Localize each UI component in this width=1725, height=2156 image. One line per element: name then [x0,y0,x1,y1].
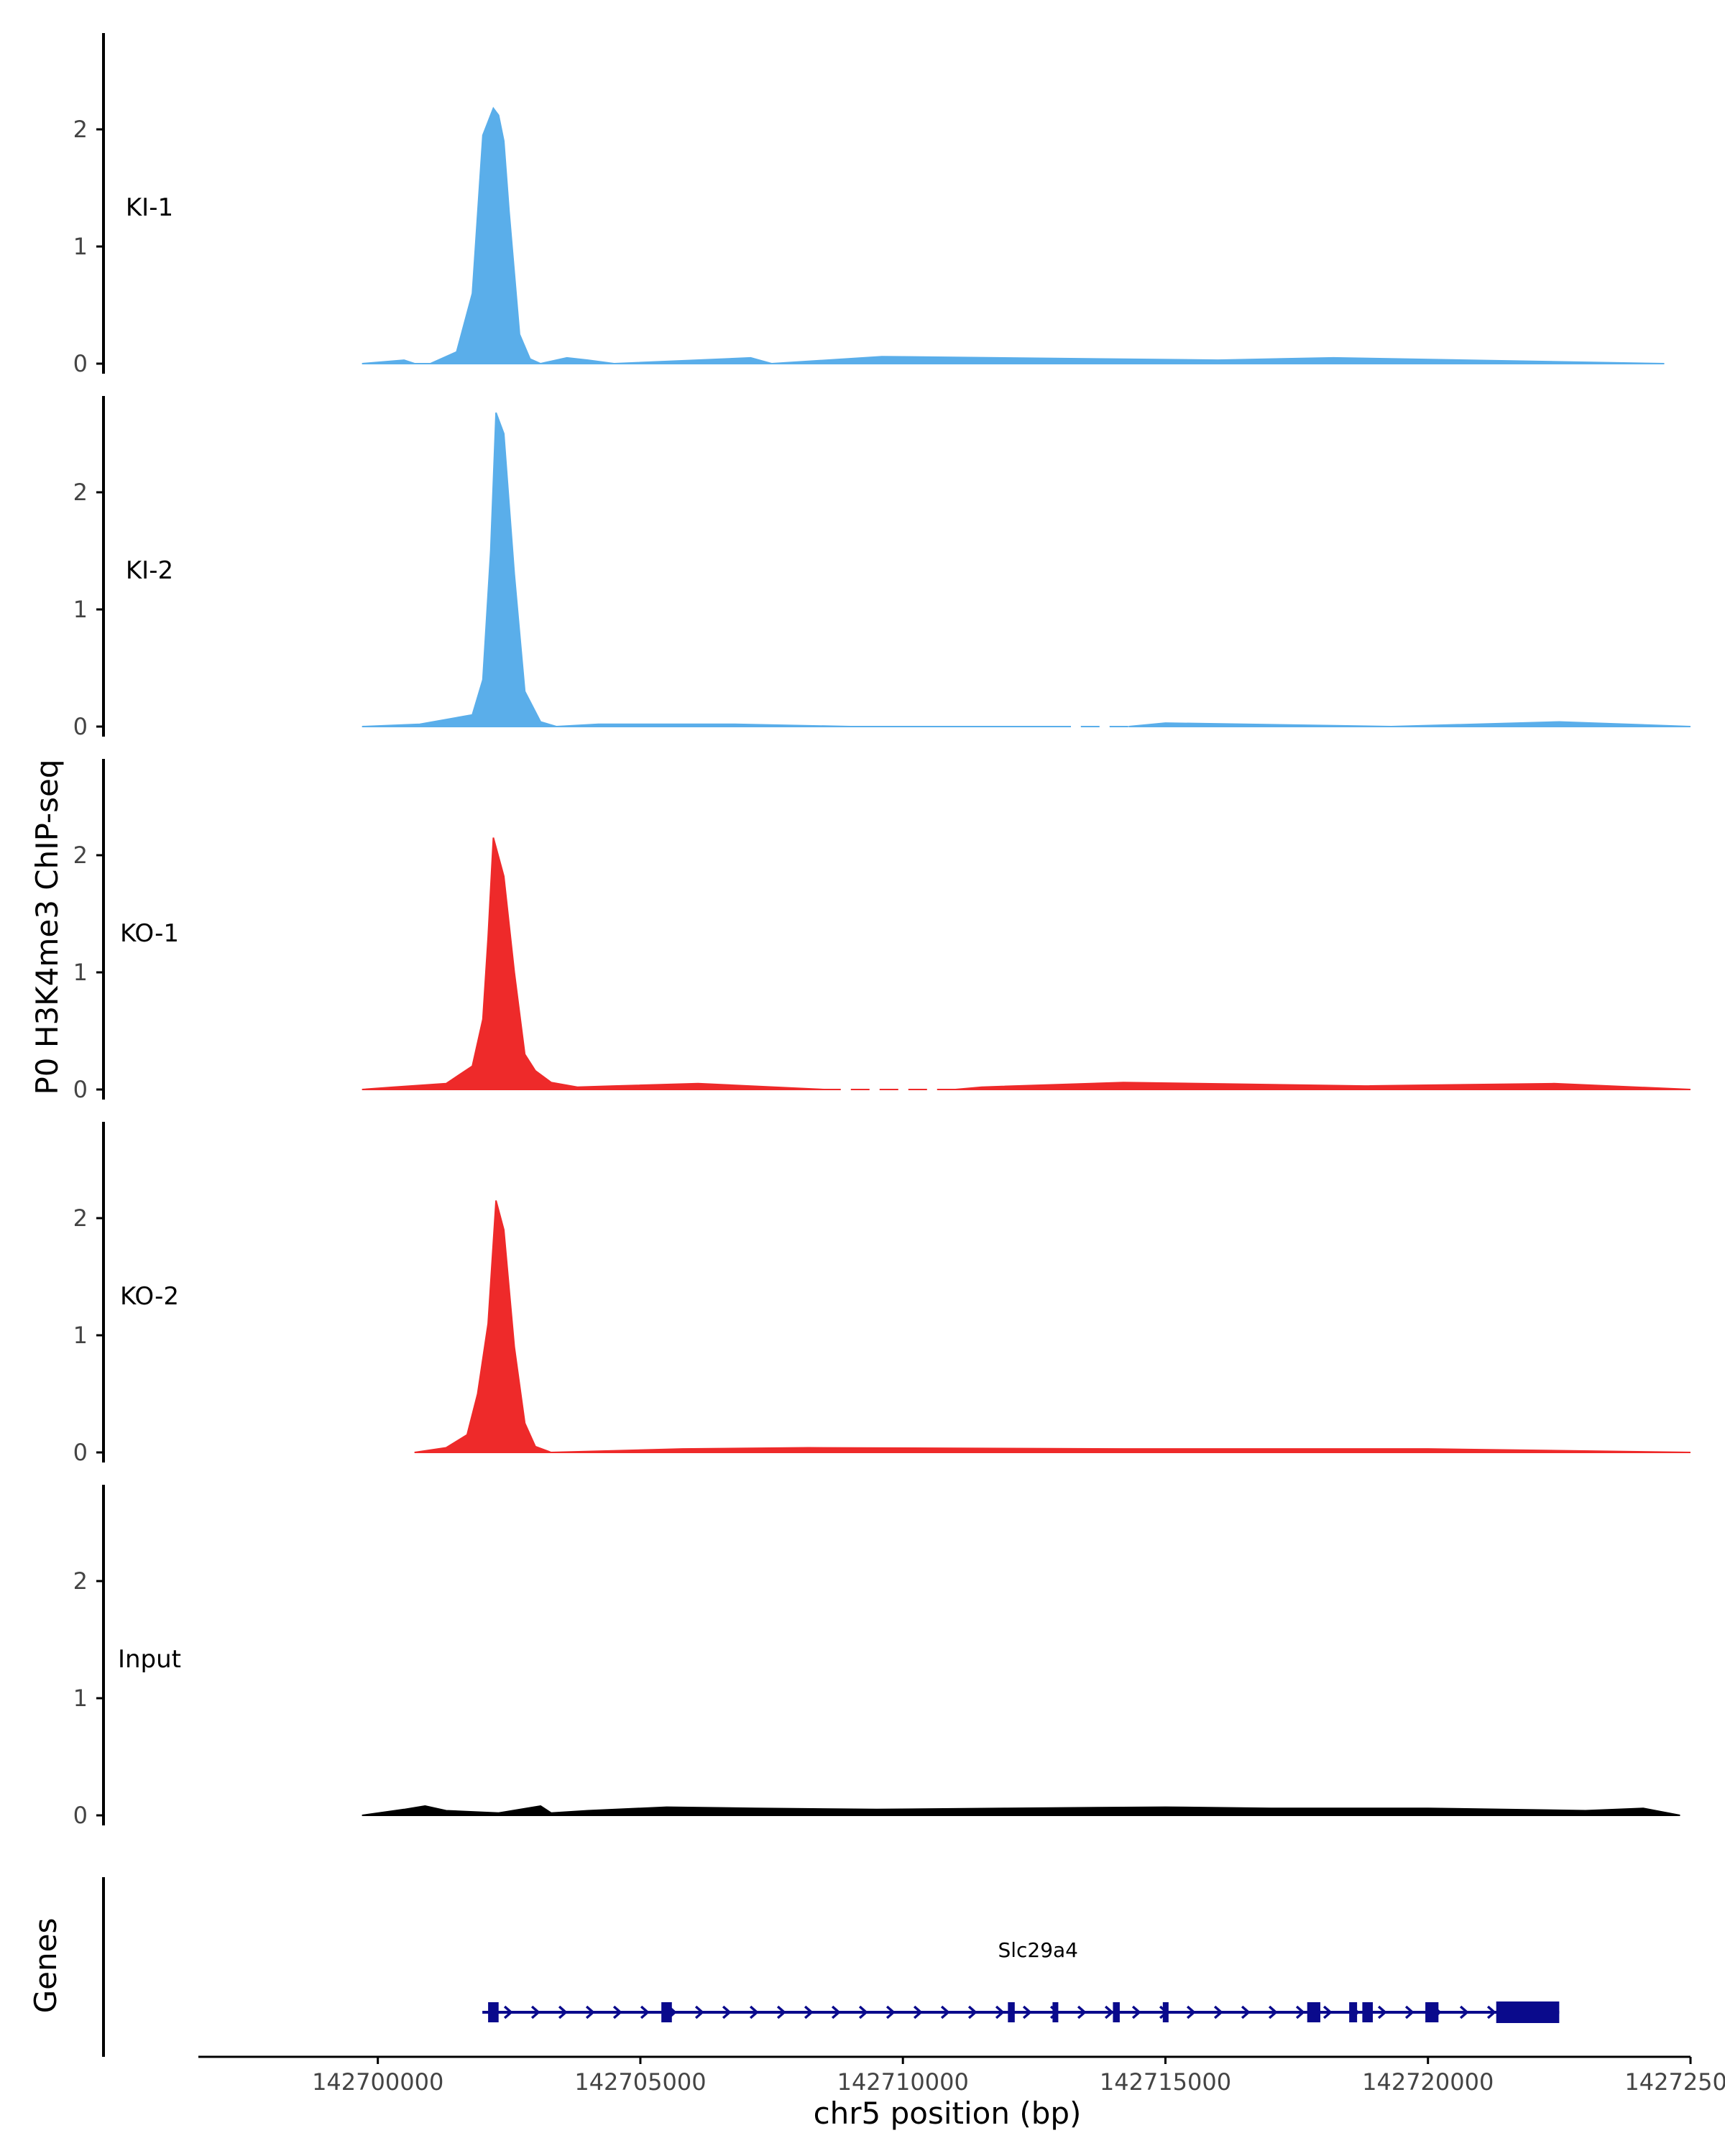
signal-area [414,1200,1691,1454]
signal-area [1128,721,1691,728]
strand-arrow [1295,2005,1305,2019]
x-tick-label: 142705000 [574,2068,706,2096]
strand-arrow [1213,2005,1223,2019]
y-tick-label: 1 [73,1322,88,1349]
y-tick-label: 1 [73,596,88,623]
signal-area [362,837,829,1090]
strand-arrow [1104,2005,1114,2019]
y-tick-label: 0 [73,1802,88,1829]
genes-panel: Slc29a4 [102,1877,1560,2057]
gene-exon [1052,2002,1059,2022]
strand-arrow [831,2005,841,2019]
strand-arrow [886,2005,896,2019]
gene-name-label: Slc29a4 [998,1938,1078,1962]
track-ko-1: 0 1 2 KO-1 [73,759,1691,1103]
signal-area [362,412,1071,728]
signal-area [362,1805,1680,1816]
strand-arrow [1241,2005,1251,2019]
y-tick-label: 1 [73,233,88,260]
y-tick-label: 2 [73,1204,88,1232]
x-axis-title: chr5 position (bp) [814,2096,1082,2131]
strand-arrow [776,2005,786,2019]
strand-arrow [1022,2005,1032,2019]
gene-exon [1162,2002,1169,2022]
track-label: KI-1 [126,193,173,222]
y-tick-label: 0 [73,1076,88,1103]
y-tick-label: 2 [73,842,88,869]
track-ko-2: 0 1 2 KO-2 [73,1122,1691,1466]
gene-exon [1362,2002,1374,2022]
strand-arrow [612,2005,622,2019]
strand-arrow [995,2005,1005,2019]
y-axis-title: P0 H3K4me3 ChIP-seq [29,759,65,1095]
gene-exon [1349,2002,1358,2022]
gene-exon [661,2002,672,2022]
strand-arrow [530,2005,540,2019]
tracks-layer: 0 1 2 KI-1 0 1 2 KI-2 0 1 2 KO-1 0 1 2 KO-2 0 1 2 Input [73,33,1691,1829]
gene-exon [1307,2002,1320,2022]
x-tick-label: 142720000 [1362,2068,1494,2096]
y-tick-label: 2 [73,116,88,143]
y-tick-label: 1 [73,1685,88,1712]
gene-exon [488,2002,499,2022]
track-label: KO-2 [120,1282,179,1311]
track-label: Input [118,1645,181,1674]
strand-arrow [804,2005,814,2019]
strand-arrow [558,2005,568,2019]
strand-arrow [749,2005,759,2019]
strand-arrow [585,2005,595,2019]
x-axis: 142700000 142705000 142710000 142715000 1427… [198,2055,1725,2096]
y-tick-label: 1 [73,959,88,986]
track-ki-2: 0 1 2 KI-2 [73,396,1691,740]
gene-exon [1008,2002,1015,2022]
x-tick-label: 142700000 [312,2068,443,2096]
strand-arrow [640,2005,650,2019]
y-tick-label: 2 [73,1567,88,1595]
track-label: KI-2 [126,556,173,585]
x-tick-label: 142725000 [1624,2068,1725,2096]
strand-arrow [1459,2005,1469,2019]
genes-panel-title: Genes [28,1918,63,2014]
track-ki-1: 0 1 2 KI-1 [73,33,1665,377]
gene-exon [1496,2001,1560,2023]
strand-arrow [1268,2005,1278,2019]
strand-arrow [913,2005,923,2019]
strand-arrow [722,2005,732,2019]
strand-arrow [967,2005,978,2019]
y-tick-label: 2 [73,479,88,506]
strand-arrow [1322,2005,1333,2019]
strand-arrow [1186,2005,1196,2019]
strand-arrow [858,2005,868,2019]
track-input: 0 1 2 Input [73,1485,1680,1829]
strand-arrow [1377,2005,1387,2019]
strand-arrow [694,2005,704,2019]
x-tick-label: 142715000 [1100,2068,1231,2096]
y-tick-label: 0 [73,350,88,377]
strand-arrow [1486,2005,1496,2019]
gene-exon [1425,2002,1439,2022]
x-tick-label: 142710000 [837,2068,969,2096]
strand-arrow [1404,2005,1414,2019]
y-tick-label: 0 [73,713,88,740]
strand-arrow [1077,2005,1087,2019]
track-label: KO-1 [120,919,179,948]
strand-arrow [940,2005,950,2019]
signal-area [362,106,1665,365]
y-tick-label: 0 [73,1439,88,1466]
strand-arrow [1131,2005,1141,2019]
gene-exon [1113,2002,1120,2022]
strand-arrow [503,2005,513,2019]
